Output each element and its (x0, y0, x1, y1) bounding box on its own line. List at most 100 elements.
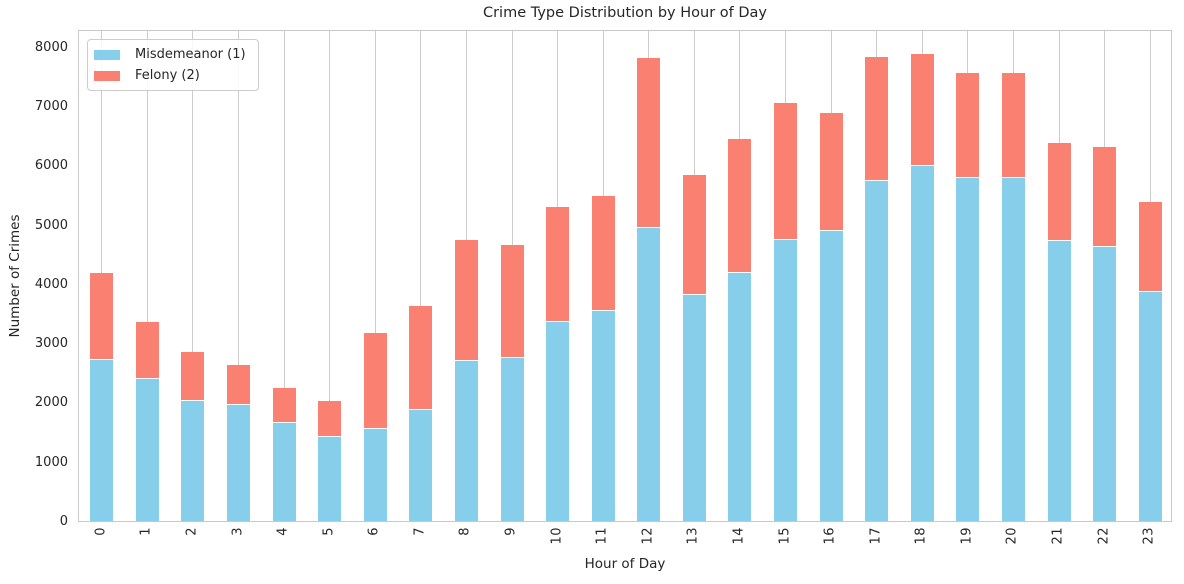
bar-segment-misdemeanor (1001, 178, 1025, 521)
bar-group-hour-21 (1047, 29, 1071, 521)
bar-segment-misdemeanor (865, 180, 889, 521)
bar-group-hour-14 (728, 29, 752, 521)
bar-segment-misdemeanor (728, 272, 752, 521)
bar-segment-misdemeanor (227, 404, 251, 521)
x-tick-label: 3 (230, 527, 246, 536)
x-tick-label: 19 (959, 527, 975, 545)
bar-segment-misdemeanor (454, 360, 478, 521)
bar-group-hour-19 (956, 29, 980, 521)
legend-label-misdemeanor: Misdemeanor (1) (135, 47, 246, 62)
x-tick-label: 5 (321, 527, 337, 536)
x-tick-label: 8 (457, 527, 473, 536)
x-tick-label: 23 (1141, 527, 1157, 545)
x-tick-label: 14 (731, 527, 747, 545)
bar-segment-misdemeanor (1047, 240, 1071, 521)
x-tick-label: 2 (184, 527, 200, 536)
bar-segment-felony (227, 364, 251, 405)
bar-group-hour-23 (1138, 29, 1162, 521)
legend-item-misdemeanor: Misdemeanor (1) (94, 47, 246, 62)
bar-segment-misdemeanor (1138, 291, 1162, 521)
bar-segment-misdemeanor (956, 177, 980, 521)
bar-group-hour-0 (90, 29, 114, 521)
bar-segment-misdemeanor (409, 410, 433, 521)
bar-group-hour-22 (1093, 29, 1117, 521)
legend-swatch-misdemeanor (94, 49, 120, 60)
bar-group-hour-2 (181, 29, 205, 521)
y-tick-label: 4000 (34, 276, 68, 292)
bar-segment-misdemeanor (682, 294, 706, 521)
x-axis-label: Hour of Day (584, 556, 666, 572)
x-tick-label: 10 (549, 527, 565, 545)
legend-item-felony: Felony (2) (94, 68, 246, 83)
chart-title: Crime Type Distribution by Hour of Day (482, 5, 768, 21)
bar-segment-felony (363, 332, 387, 430)
gridline (192, 31, 194, 521)
x-tick-label: 21 (1050, 527, 1066, 545)
y-tick-label: 3000 (34, 336, 68, 352)
bar-segment-felony (774, 103, 798, 241)
bar-group-hour-12 (637, 29, 661, 521)
x-tick-label: 11 (594, 527, 610, 545)
x-tick-label: 7 (412, 527, 428, 536)
y-tick-label: 1000 (34, 454, 68, 470)
legend-label-felony: Felony (2) (135, 68, 200, 83)
x-tick-label: 0 (93, 527, 109, 536)
bar-group-hour-15 (774, 29, 798, 521)
x-tick-label: 16 (822, 527, 838, 545)
bar-segment-misdemeanor (500, 358, 524, 521)
bar-group-hour-4 (272, 29, 296, 521)
bar-segment-felony (819, 112, 843, 232)
bar-segment-misdemeanor (910, 165, 934, 521)
gridline (283, 31, 285, 521)
bar-segment-misdemeanor (181, 400, 205, 521)
bar-group-hour-6 (363, 29, 387, 521)
bar-segment-felony (409, 306, 433, 411)
legend: Misdemeanor (1) Felony (2) (87, 39, 259, 91)
bar-group-hour-11 (591, 29, 615, 521)
bar-group-hour-9 (500, 29, 524, 521)
bar-segment-felony (272, 387, 296, 424)
bar-group-hour-10 (546, 29, 570, 521)
bar-segment-felony (865, 56, 889, 181)
x-tick-label: 1 (138, 527, 154, 536)
bar-segment-felony (454, 239, 478, 361)
bar-segment-felony (1001, 73, 1025, 179)
bar-group-hour-16 (819, 29, 843, 521)
bar-segment-felony (728, 138, 752, 273)
bar-group-hour-13 (682, 29, 706, 521)
bar-segment-felony (1047, 143, 1071, 241)
bar-segment-felony (956, 73, 980, 178)
bar-group-hour-8 (454, 29, 478, 521)
bar-segment-misdemeanor (546, 322, 570, 521)
gridline (329, 31, 331, 521)
bar-segment-felony (181, 352, 205, 401)
x-tick-label: 9 (503, 527, 519, 536)
bar-segment-misdemeanor (1093, 246, 1117, 521)
bar-segment-misdemeanor (318, 436, 342, 521)
bar-group-hour-20 (1001, 29, 1025, 521)
y-tick-label: 7000 (34, 99, 68, 115)
bar-segment-misdemeanor (135, 378, 159, 521)
x-tick-label: 6 (366, 527, 382, 536)
bar-group-hour-17 (865, 29, 889, 521)
x-tick-label: 20 (1004, 527, 1020, 545)
x-tick-label: 22 (1096, 527, 1112, 545)
bar-segment-felony (682, 175, 706, 295)
bar-group-hour-7 (409, 29, 433, 521)
bar-segment-felony (910, 54, 934, 166)
x-tick-label: 15 (777, 527, 793, 545)
bar-segment-felony (637, 58, 661, 228)
gridline (146, 31, 148, 521)
bar-segment-felony (546, 206, 570, 323)
plot-area: Misdemeanor (1) Felony (2) (78, 30, 1172, 522)
x-tick-label: 12 (640, 527, 656, 545)
legend-swatch-felony (94, 70, 120, 81)
bar-segment-misdemeanor (819, 231, 843, 521)
y-tick-label: 6000 (34, 158, 68, 174)
bar-segment-misdemeanor (774, 240, 798, 521)
x-tick-label: 18 (913, 527, 929, 545)
x-tick-label: 17 (868, 527, 884, 545)
y-tick-label: 5000 (34, 217, 68, 233)
bar-segment-misdemeanor (591, 311, 615, 521)
